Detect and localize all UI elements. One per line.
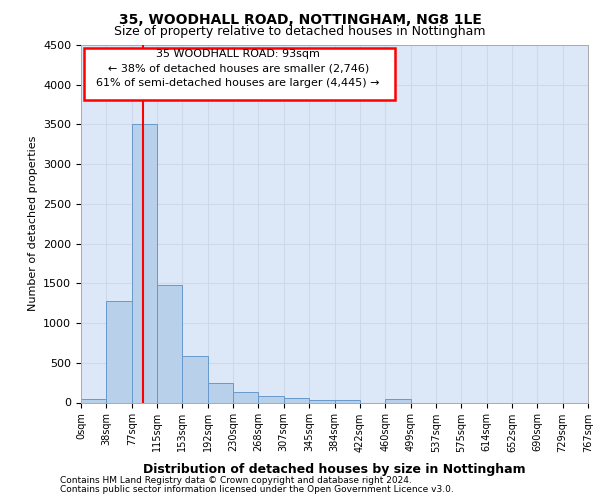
Bar xyxy=(385,400,410,402)
Bar xyxy=(233,392,259,402)
Bar xyxy=(309,400,335,402)
Bar xyxy=(335,400,360,402)
Bar xyxy=(157,285,182,403)
Bar xyxy=(208,383,233,402)
Text: 35 WOODHALL ROAD: 93sqm
← 38% of detached houses are smaller (2,746)
61% of semi: 35 WOODHALL ROAD: 93sqm ← 38% of detache… xyxy=(97,48,380,88)
Bar xyxy=(284,398,309,402)
Bar xyxy=(81,400,106,402)
Text: Size of property relative to detached houses in Nottingham: Size of property relative to detached ho… xyxy=(114,25,486,38)
Y-axis label: Number of detached properties: Number of detached properties xyxy=(28,136,38,312)
Text: 35, WOODHALL ROAD, NOTTINGHAM, NG8 1LE: 35, WOODHALL ROAD, NOTTINGHAM, NG8 1LE xyxy=(119,12,481,26)
Bar xyxy=(182,356,208,403)
Bar xyxy=(132,124,157,402)
X-axis label: Distribution of detached houses by size in Nottingham: Distribution of detached houses by size … xyxy=(143,463,526,476)
Bar xyxy=(106,301,132,402)
Text: Contains public sector information licensed under the Open Government Licence v3: Contains public sector information licen… xyxy=(60,485,454,494)
Bar xyxy=(259,396,284,402)
FancyBboxPatch shape xyxy=(83,48,395,100)
Text: Contains HM Land Registry data © Crown copyright and database right 2024.: Contains HM Land Registry data © Crown c… xyxy=(60,476,412,485)
